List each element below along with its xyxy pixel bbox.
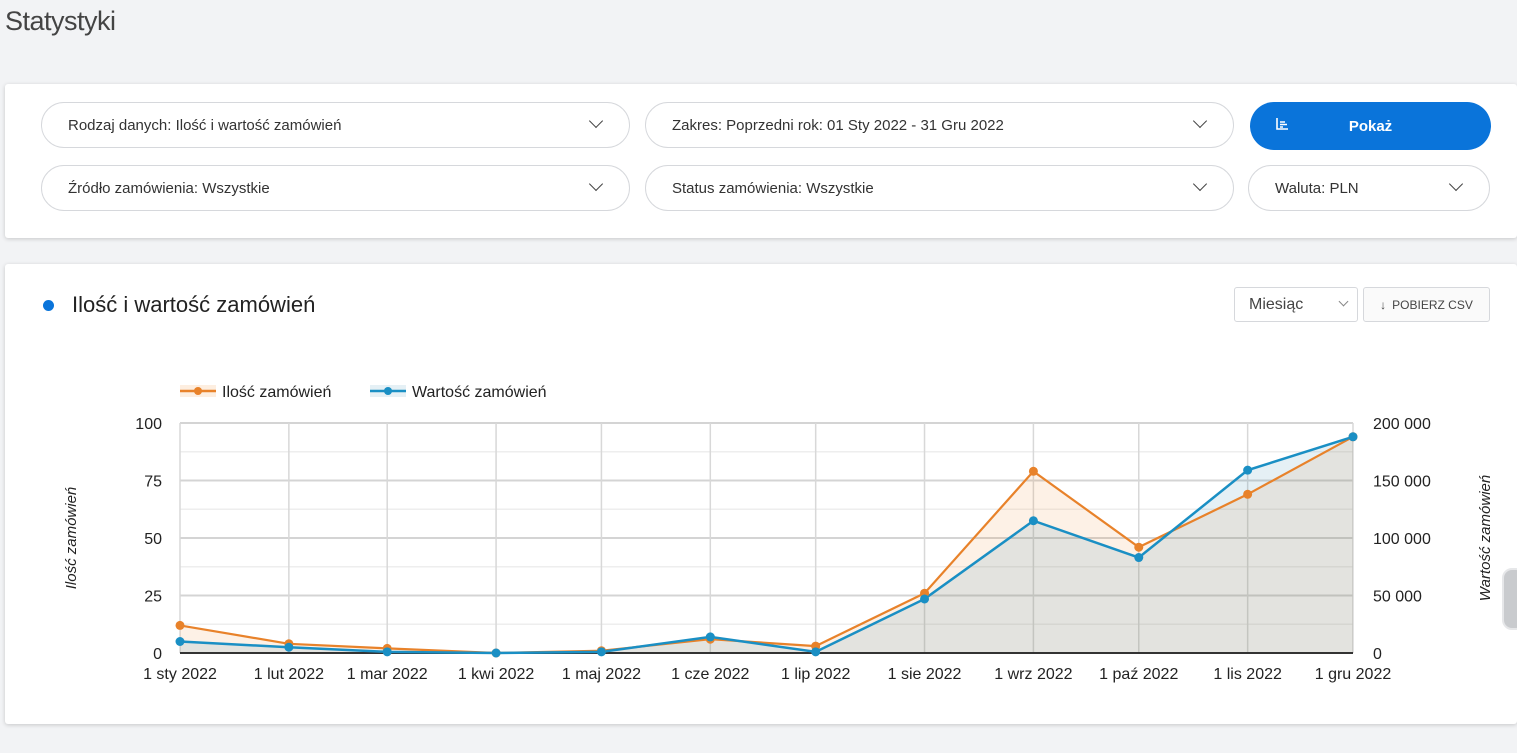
value-point [1243,465,1253,475]
status-label: Status zamówienia: Wszystkie [672,179,874,197]
show-label: Pokaż [1348,117,1393,135]
range-select[interactable]: Zakres: Poprzedni rok: 01 Sty 2022 - 31 … [645,102,1234,148]
orders-chart: 0 25 50 75 100 0 50 000 100 000 150 000 200 000 1 … [63,384,1494,683]
y-tick-label: 100 [135,416,162,433]
y2-tick-label: 0 [1373,646,1382,663]
x-tick-label: 1 mar 2022 [347,666,428,683]
legend: Ilość zamówień Wartość zamówień [180,384,547,401]
value-point [811,647,821,657]
value-point [1348,432,1358,442]
value-line [179,435,1354,655]
x-tick-label: 1 sie 2022 [888,666,962,683]
source-label: Źródło zamówienia: Wszystkie [68,179,270,197]
count-line [179,435,1354,655]
chevron-down-icon [1192,113,1208,129]
x-tick-label: 1 gru 2022 [1315,666,1392,683]
chevron-down-icon [1338,296,1349,307]
value-point [705,632,715,642]
currency-label: Waluta: PLN [1275,179,1359,197]
data-type-label: Rodzaj danych: Ilość i wartość zamówień [68,116,342,134]
count-point [1243,489,1253,499]
x-tick-label: 1 kwi 2022 [458,666,535,683]
y-tick-label: 75 [144,474,162,491]
x-tick-label: 1 cze 2022 [671,666,749,683]
chevron-down-icon [588,176,604,192]
currency-select[interactable]: Waluta: PLN [1248,165,1490,211]
value-point [596,647,606,657]
x-tick-label: 1 sty 2022 [143,666,217,683]
status-select[interactable]: Status zamówienia: Wszystkie [645,165,1234,211]
show-button[interactable]: Pokaż [1250,102,1491,150]
value-point [1134,553,1144,563]
count-point [175,620,185,630]
x-tick-label: 1 lip 2022 [781,666,850,683]
chevron-down-icon [1192,176,1208,192]
value-point [175,637,185,646]
x-tick-label: 1 maj 2022 [562,666,641,683]
value-point [491,648,501,658]
y2-tick-label: 150 000 [1373,474,1431,491]
y-axis-title: Ilość zamówień [63,487,80,590]
value-area [180,436,1353,653]
chevron-down-icon [1448,176,1464,192]
scrollbar-handle[interactable] [1502,568,1517,630]
legend-label-count: Ilość zamówień [222,384,331,401]
csv-label: POBIERZ CSV [1392,297,1473,312]
legend-item-count[interactable]: Ilość zamówień [180,384,331,401]
y2-tick-label: 100 000 [1373,531,1431,548]
y2-tick-label: 50 000 [1373,589,1422,606]
value-point [284,642,294,652]
data-type-select[interactable]: Rodzaj danych: Ilość i wartość zamówień [41,102,630,148]
y-tick-label: 0 [153,646,162,663]
chevron-down-icon [588,113,604,129]
x-tick-label: 1 paź 2022 [1099,666,1178,683]
page-title: Statystyki [5,6,116,36]
x-tick-label: 1 wrz 2022 [994,666,1072,683]
period-label: Miesiąc [1249,296,1304,313]
y-tick-label: 25 [144,589,162,606]
title-dot-icon [43,300,54,311]
value-point [920,594,930,604]
filters-panel: Rodzaj danych: Ilość i wartość zamówień … [5,84,1517,238]
chart-title: Ilość i wartość zamówień [72,292,316,317]
arrow-down-icon: ↓ [1380,297,1387,312]
range-label: Zakres: Poprzedni rok: 01 Sty 2022 - 31 … [672,116,1004,134]
x-tick-label: 1 lis 2022 [1213,666,1282,683]
period-select[interactable]: Miesiąc [1234,287,1358,322]
chart-icon [1276,118,1288,130]
y2-axis-title: Wartość zamówień [1477,475,1494,601]
value-point [1028,516,1038,526]
y2-tick-label: 200 000 [1373,416,1431,433]
legend-item-value[interactable]: Wartość zamówień [370,384,547,401]
source-select[interactable]: Źródło zamówienia: Wszystkie [41,165,630,211]
count-point [1134,542,1144,552]
x-tick-label: 1 lut 2022 [254,666,324,683]
legend-label-value: Wartość zamówień [412,384,547,401]
value-point [382,647,392,657]
download-csv-button[interactable]: ↓ POBIERZ CSV [1363,287,1490,322]
count-point [1028,466,1038,476]
y-tick-label: 50 [144,531,162,548]
